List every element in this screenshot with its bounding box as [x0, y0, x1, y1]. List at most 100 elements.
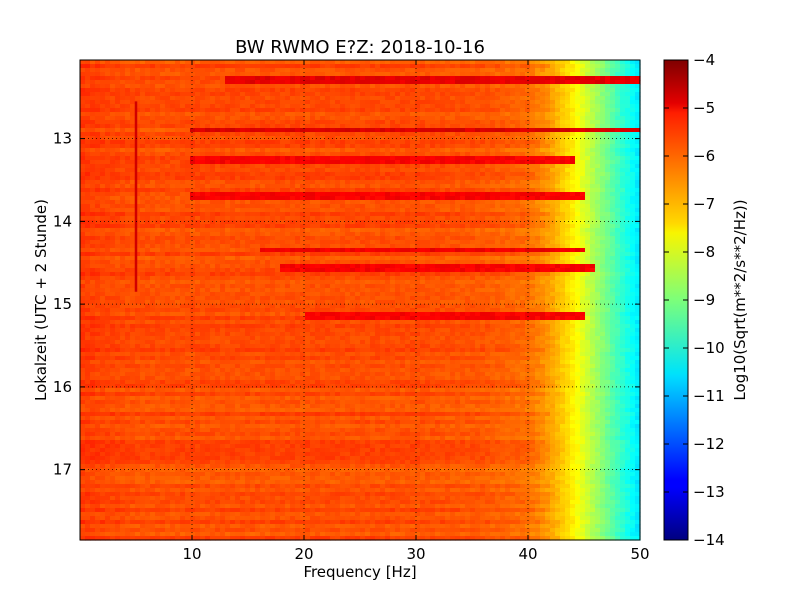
heatmap-cell — [570, 116, 576, 121]
heatmap-cell — [190, 176, 196, 181]
heatmap-cell — [630, 156, 636, 161]
heatmap-cell — [400, 196, 406, 201]
heatmap-cell — [140, 64, 146, 69]
heatmap-cell — [235, 152, 241, 157]
heatmap-cell — [245, 104, 251, 109]
heatmap-cell — [125, 76, 131, 81]
heatmap-cell — [495, 124, 501, 129]
heatmap-cell — [280, 188, 286, 193]
heatmap-cell — [485, 228, 491, 233]
heatmap-cell — [345, 220, 351, 225]
heatmap-cell — [350, 228, 356, 233]
heatmap-cell — [205, 228, 211, 233]
heatmap-cell — [510, 196, 516, 201]
heatmap-cell — [455, 208, 461, 213]
heatmap-cell — [120, 184, 126, 189]
heatmap-cell — [420, 204, 426, 209]
heatmap-cell — [240, 228, 246, 233]
heatmap-cell — [450, 188, 456, 193]
heatmap-cell — [500, 184, 506, 189]
heatmap-cell — [395, 224, 401, 229]
heatmap-cell — [335, 156, 341, 161]
heatmap-cell — [270, 108, 276, 113]
heatmap-cell — [475, 172, 481, 177]
heatmap-cell — [255, 204, 261, 209]
heatmap-cell — [90, 100, 96, 105]
heatmap-cell — [435, 108, 441, 113]
heatmap-cell — [245, 88, 251, 93]
heatmap-cell — [340, 72, 346, 77]
heatmap-cell — [275, 176, 281, 181]
heatmap-cell — [365, 236, 371, 241]
heatmap-cell — [360, 204, 366, 209]
heatmap-cell — [100, 216, 106, 221]
heatmap-cell — [505, 132, 511, 137]
heatmap-cell — [385, 212, 391, 217]
heatmap-cell — [430, 232, 436, 237]
heatmap-cell — [630, 200, 636, 205]
heatmap-cell — [470, 84, 476, 89]
heatmap-cell — [290, 124, 296, 129]
heatmap-cell — [510, 112, 516, 117]
heatmap-cell — [265, 172, 271, 177]
heatmap-cell — [125, 88, 131, 93]
heatmap-cell — [555, 156, 561, 161]
heatmap-cell — [225, 228, 231, 233]
heatmap-cell — [560, 192, 566, 197]
heatmap-cell — [160, 176, 166, 181]
heatmap-cell — [195, 148, 201, 153]
heatmap-cell — [100, 80, 106, 85]
heatmap-cell — [555, 116, 561, 121]
heatmap-cell — [470, 116, 476, 121]
heatmap-cell — [390, 216, 396, 221]
heatmap-cell — [290, 104, 296, 109]
heatmap-cell — [170, 152, 176, 157]
heatmap-cell — [290, 208, 296, 213]
heatmap-cell — [565, 124, 571, 129]
heatmap-cell — [620, 72, 626, 77]
heatmap-cell — [90, 112, 96, 117]
heatmap-cell — [160, 152, 166, 157]
heatmap-cell — [130, 216, 136, 221]
heatmap-cell — [505, 80, 511, 85]
heatmap-cell — [415, 136, 421, 141]
heatmap-cell — [500, 160, 506, 165]
heatmap-cell — [470, 192, 476, 197]
heatmap-cell — [515, 108, 521, 113]
heatmap-cell — [495, 128, 501, 133]
heatmap-cell — [340, 196, 346, 201]
heatmap-cell — [500, 212, 506, 217]
heatmap-cell — [165, 104, 171, 109]
heatmap-cell — [455, 160, 461, 165]
heatmap-cell — [140, 228, 146, 233]
heatmap-cell — [305, 140, 311, 145]
heatmap-cell — [390, 108, 396, 113]
heatmap-cell — [580, 164, 586, 169]
heatmap-cell — [445, 104, 451, 109]
heatmap-cell — [445, 196, 451, 201]
heatmap-cell — [85, 92, 91, 97]
heatmap-cell — [175, 196, 181, 201]
heatmap-cell — [630, 104, 636, 109]
heatmap-cell — [130, 176, 136, 181]
heatmap-cell — [405, 152, 411, 157]
heatmap-cell — [145, 224, 151, 229]
heatmap-cell — [635, 212, 641, 217]
heatmap-cell — [455, 68, 461, 73]
heatmap-cell — [425, 100, 431, 105]
heatmap-cell — [545, 128, 551, 133]
heatmap-cell — [630, 192, 636, 197]
heatmap-cell — [165, 160, 171, 165]
heatmap-cell — [225, 120, 231, 125]
heatmap-cell — [610, 220, 616, 225]
heatmap-cell — [475, 176, 481, 181]
heatmap-cell — [145, 164, 151, 169]
heatmap-cell — [620, 152, 626, 157]
heatmap-cell — [255, 196, 261, 201]
heatmap-cell — [400, 176, 406, 181]
heatmap-cell — [530, 168, 536, 173]
heatmap-cell — [105, 168, 111, 173]
heatmap-cell — [385, 224, 391, 229]
heatmap-cell — [190, 100, 196, 105]
